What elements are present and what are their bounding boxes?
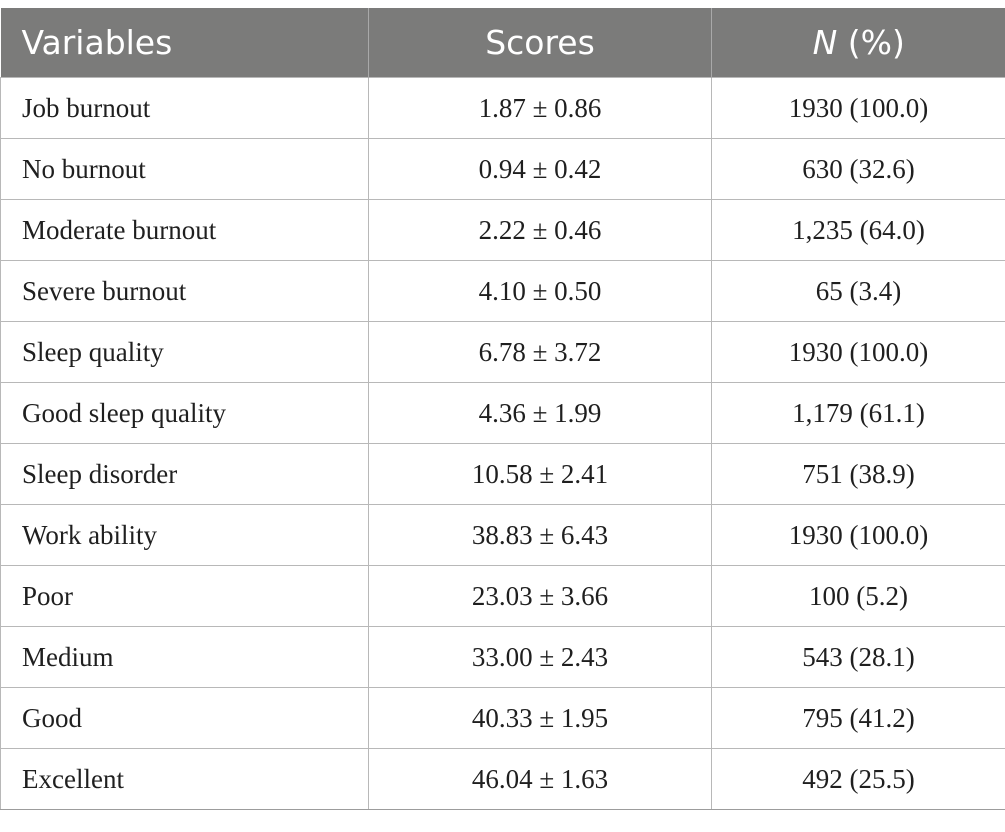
cell-score: 38.83 ± 6.43 bbox=[368, 504, 712, 566]
table-row: Good 40.33 ± 1.95 795 (41.2) bbox=[0, 687, 1005, 749]
cell-variable: Excellent bbox=[0, 748, 369, 810]
header-percent: (%) bbox=[837, 23, 905, 62]
table-body: Job burnout 1.87 ± 0.86 1930 (100.0) No … bbox=[0, 77, 1005, 810]
table-row: Excellent 46.04 ± 1.63 492 (25.5) bbox=[0, 748, 1005, 810]
data-table: Variables Scores N (%) Job burnout 1.87 … bbox=[0, 8, 1005, 810]
table-header: Variables Scores N (%) bbox=[0, 8, 1005, 78]
cell-n: 65 (3.4) bbox=[711, 260, 1005, 322]
cell-n: 795 (41.2) bbox=[711, 687, 1005, 749]
cell-score: 6.78 ± 3.72 bbox=[368, 321, 712, 383]
header-n-percent: N (%) bbox=[711, 8, 1005, 78]
cell-variable: Good bbox=[0, 687, 369, 749]
cell-score: 1.87 ± 0.86 bbox=[368, 77, 712, 139]
cell-n: 1930 (100.0) bbox=[711, 321, 1005, 383]
cell-variable: Severe burnout bbox=[0, 260, 369, 322]
cell-score: 40.33 ± 1.95 bbox=[368, 687, 712, 749]
table-row: No burnout 0.94 ± 0.42 630 (32.6) bbox=[0, 138, 1005, 200]
cell-variable: Medium bbox=[0, 626, 369, 688]
cell-score: 33.00 ± 2.43 bbox=[368, 626, 712, 688]
table-row: Severe burnout 4.10 ± 0.50 65 (3.4) bbox=[0, 260, 1005, 322]
header-scores: Scores bbox=[368, 8, 712, 78]
cell-score: 10.58 ± 2.41 bbox=[368, 443, 712, 505]
cell-score: 2.22 ± 0.46 bbox=[368, 199, 712, 261]
cell-n: 751 (38.9) bbox=[711, 443, 1005, 505]
cell-score: 23.03 ± 3.66 bbox=[368, 565, 712, 627]
cell-score: 0.94 ± 0.42 bbox=[368, 138, 712, 200]
cell-score: 46.04 ± 1.63 bbox=[368, 748, 712, 810]
table-row: Work ability 38.83 ± 6.43 1930 (100.0) bbox=[0, 504, 1005, 566]
cell-n: 1930 (100.0) bbox=[711, 504, 1005, 566]
cell-n: 100 (5.2) bbox=[711, 565, 1005, 627]
header-row: Variables Scores N (%) bbox=[0, 8, 1005, 78]
cell-variable: No burnout bbox=[0, 138, 369, 200]
cell-variable: Poor bbox=[0, 565, 369, 627]
data-table-container: Variables Scores N (%) Job burnout 1.87 … bbox=[0, 8, 1005, 810]
header-variables: Variables bbox=[0, 8, 369, 78]
cell-n: 630 (32.6) bbox=[711, 138, 1005, 200]
cell-variable: Sleep quality bbox=[0, 321, 369, 383]
cell-n: 1,179 (61.1) bbox=[711, 382, 1005, 444]
cell-n: 492 (25.5) bbox=[711, 748, 1005, 810]
table-row: Good sleep quality 4.36 ± 1.99 1,179 (61… bbox=[0, 382, 1005, 444]
table-row: Sleep disorder 10.58 ± 2.41 751 (38.9) bbox=[0, 443, 1005, 505]
cell-variable: Work ability bbox=[0, 504, 369, 566]
cell-score: 4.36 ± 1.99 bbox=[368, 382, 712, 444]
table-row: Sleep quality 6.78 ± 3.72 1930 (100.0) bbox=[0, 321, 1005, 383]
table-row: Job burnout 1.87 ± 0.86 1930 (100.0) bbox=[0, 77, 1005, 139]
table-row: Moderate burnout 2.22 ± 0.46 1,235 (64.0… bbox=[0, 199, 1005, 261]
cell-variable: Moderate burnout bbox=[0, 199, 369, 261]
cell-n: 1,235 (64.0) bbox=[711, 199, 1005, 261]
cell-n: 543 (28.1) bbox=[711, 626, 1005, 688]
cell-variable: Sleep disorder bbox=[0, 443, 369, 505]
table-row: Poor 23.03 ± 3.66 100 (5.2) bbox=[0, 565, 1005, 627]
cell-n: 1930 (100.0) bbox=[711, 77, 1005, 139]
cell-score: 4.10 ± 0.50 bbox=[368, 260, 712, 322]
cell-variable: Good sleep quality bbox=[0, 382, 369, 444]
header-n-symbol: N bbox=[812, 23, 838, 62]
table-row: Medium 33.00 ± 2.43 543 (28.1) bbox=[0, 626, 1005, 688]
cell-variable: Job burnout bbox=[0, 77, 369, 139]
